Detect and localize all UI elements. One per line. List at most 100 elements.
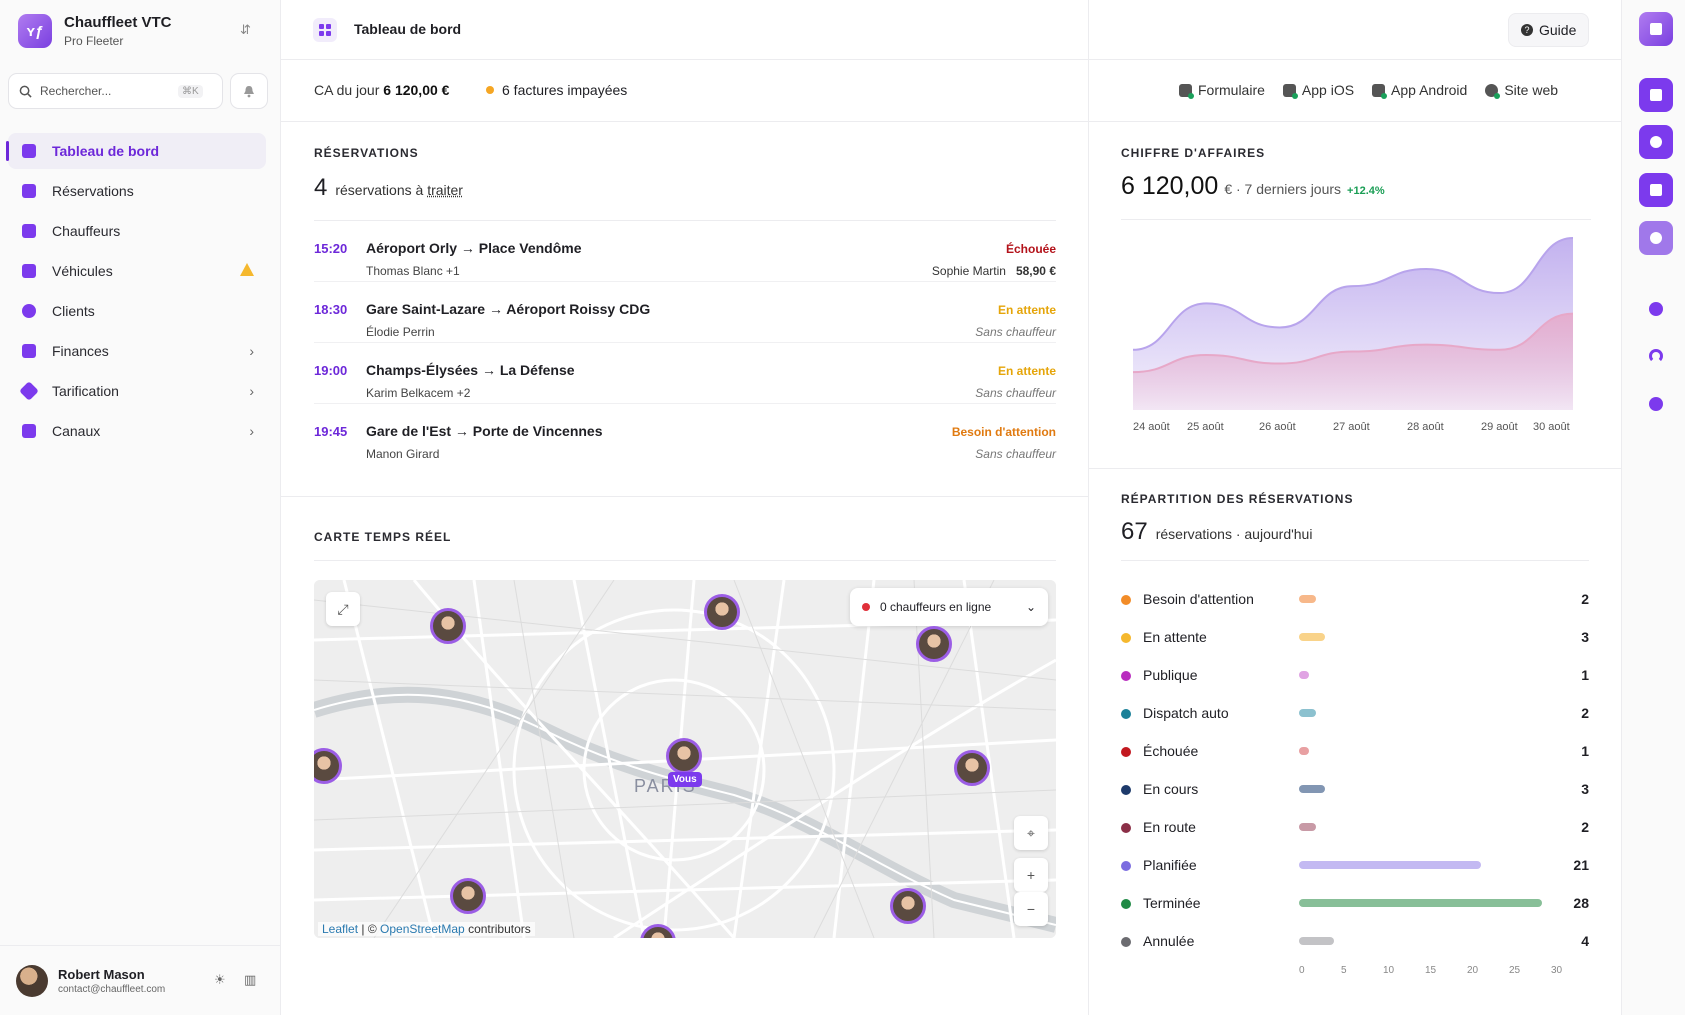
driver-marker[interactable] [314, 748, 342, 784]
my-position-marker[interactable] [666, 738, 702, 774]
distribution-label: En cours [1143, 781, 1199, 797]
help-buoy-icon[interactable] [1649, 397, 1663, 411]
android-icon [1372, 83, 1388, 99]
notifications-button[interactable] [230, 73, 268, 109]
search-box[interactable]: ⌘K [8, 73, 223, 109]
distribution-label: Terminée [1143, 895, 1201, 911]
search-input[interactable] [40, 84, 170, 98]
new-reservation-button[interactable] [1639, 78, 1673, 112]
distribution-row: Terminée 28 [1121, 889, 1589, 927]
new-driver-button[interactable] [1639, 125, 1673, 159]
guide-button[interactable]: ? Guide [1508, 13, 1590, 47]
crosshair-icon: ⌖ [1027, 824, 1035, 841]
right-rail [1621, 0, 1685, 1015]
driver-marker[interactable] [916, 626, 952, 662]
unpaid-invoices[interactable]: 6 factures impayées [486, 82, 627, 98]
zoom-out-button[interactable]: − [1014, 892, 1048, 926]
reservation-distribution: RÉPARTITION DES RÉSERVATIONS 67 réservat… [1121, 492, 1589, 985]
reservation-row[interactable]: 19:00 Champs-Élysées → La Défense Karim … [314, 343, 1056, 404]
link-ios[interactable]: App iOS [1282, 82, 1354, 99]
distribution-value: 1 [1581, 743, 1589, 759]
status-dot-icon [1121, 633, 1131, 643]
driver-marker[interactable] [890, 888, 926, 924]
logo-icon [1650, 23, 1662, 35]
distribution-row: Besoin d'attention 2 [1121, 585, 1589, 623]
chevron-down-icon: ⌄ [1025, 600, 1036, 614]
to-process-link[interactable]: traiter [427, 182, 463, 198]
distribution-bar [1299, 709, 1317, 717]
sidebar-item-clients[interactable]: Clients [8, 293, 266, 329]
openstreetmap-link[interactable]: OpenStreetMap [380, 922, 465, 936]
sidebar-item-dashboard[interactable]: Tableau de bord [6, 133, 266, 169]
chat-icon[interactable] [1649, 302, 1663, 316]
link-android[interactable]: App Android [1372, 82, 1467, 99]
reservation-row[interactable]: 18:30 Gare Saint-Lazare → Aéroport Roiss… [314, 282, 1056, 343]
user-email: contact@chauffleet.com [58, 983, 166, 995]
sidebar-item-label: Réservations [52, 183, 134, 199]
link-label: Site web [1504, 82, 1559, 98]
sidebar-toggle-icon[interactable]: ▥ [244, 972, 257, 987]
switch-org-icon[interactable]: ⇵ [240, 22, 251, 37]
axis-tick-label: 20 [1467, 965, 1479, 976]
axis-tick-label: 15 [1425, 965, 1437, 976]
sidebar-item-pricing[interactable]: Tarification › [8, 373, 266, 409]
revenue-title: CHIFFRE D'AFFAIRES [1121, 146, 1266, 160]
reservation-row[interactable]: 15:20 Aéroport Orly → Place Vendôme Thom… [314, 221, 1056, 282]
driver-marker[interactable] [704, 594, 740, 630]
online-drivers-select[interactable]: 0 chauffeurs en ligne ⌄ [850, 588, 1048, 626]
distribution-bar [1299, 671, 1309, 679]
theme-toggle-icon[interactable]: ☀ [214, 972, 226, 987]
section-divider [1089, 468, 1622, 469]
page-title: Tableau de bord [354, 21, 462, 37]
sidebar-item-label: Finances [52, 343, 109, 359]
reservation-row[interactable]: 19:45 Gare de l'Est → Porte de Vincennes… [314, 404, 1056, 465]
sidebar-item-drivers[interactable]: Chauffeurs [8, 213, 266, 249]
distribution-bar [1299, 861, 1481, 869]
zoom-in-button[interactable]: + [1014, 858, 1048, 892]
reservation-driver: Sans chauffeur [975, 325, 1056, 339]
new-client-button[interactable] [1639, 221, 1673, 255]
channels-icon [22, 424, 36, 438]
locate-button[interactable]: ⌖ [1014, 816, 1048, 850]
reservation-driver: Sans chauffeur [975, 447, 1056, 461]
distribution-value: 3 [1581, 629, 1589, 645]
distribution-label: Annulée [1143, 933, 1195, 949]
sidebar-item-channels[interactable]: Canaux › [8, 413, 266, 449]
app-logo-button[interactable] [1639, 12, 1673, 46]
sidebar-item-vehicles[interactable]: Véhicules [8, 253, 266, 289]
distribution-label: Publique [1143, 667, 1198, 683]
org-switcher[interactable]: ʏƒ Chauffleet VTC Pro Fleeter [18, 14, 172, 48]
distribution-bar [1299, 747, 1309, 755]
realtime-map[interactable]: PARIS ⤢ 0 chauffeurs en ligne ⌄ Vous ⌖ +… [314, 580, 1056, 938]
sidebar-item-finances[interactable]: Finances › [8, 333, 266, 369]
reservations-count: 4 réservations à traiter [314, 174, 1056, 202]
user-profile[interactable]: Robert Mason contact@chauffleet.com ☀ ▥ [0, 945, 281, 1015]
section-divider [1121, 219, 1591, 220]
distribution-value: 28 [1573, 895, 1589, 911]
revenue-period: € · 7 derniers jours [1224, 181, 1342, 197]
status-dot-icon [1121, 671, 1131, 681]
distribution-bar [1299, 595, 1317, 603]
leaflet-link[interactable]: Leaflet [322, 922, 359, 936]
map-title: CARTE TEMPS RÉEL [314, 530, 452, 544]
driver-marker[interactable] [430, 608, 466, 644]
attribution-separator: | © [361, 922, 377, 936]
unpaid-invoices-label: 6 factures impayées [502, 82, 628, 98]
online-drivers-label: 0 chauffeurs en ligne [880, 600, 992, 614]
revenue-summary: 6 120,00 € · 7 derniers jours +12.4% [1121, 172, 1591, 201]
driver-marker[interactable] [450, 878, 486, 914]
driver-marker[interactable] [954, 750, 990, 786]
new-vehicle-button[interactable] [1639, 173, 1673, 207]
bell-icon [244, 85, 254, 97]
fullscreen-button[interactable]: ⤢ [326, 592, 360, 626]
link-website[interactable]: Site web [1485, 82, 1559, 99]
distribution-axis: 0 5 10 15 20 25 30 [1121, 965, 1589, 985]
section-divider [314, 560, 1056, 561]
org-plan: Pro Fleeter [64, 34, 124, 48]
axis-tick-label: 0 [1299, 965, 1305, 976]
link-form[interactable]: Formulaire [1179, 82, 1265, 99]
sidebar-item-reservations[interactable]: Réservations [8, 173, 266, 209]
section-divider [281, 496, 1088, 497]
headset-icon[interactable] [1649, 349, 1663, 363]
